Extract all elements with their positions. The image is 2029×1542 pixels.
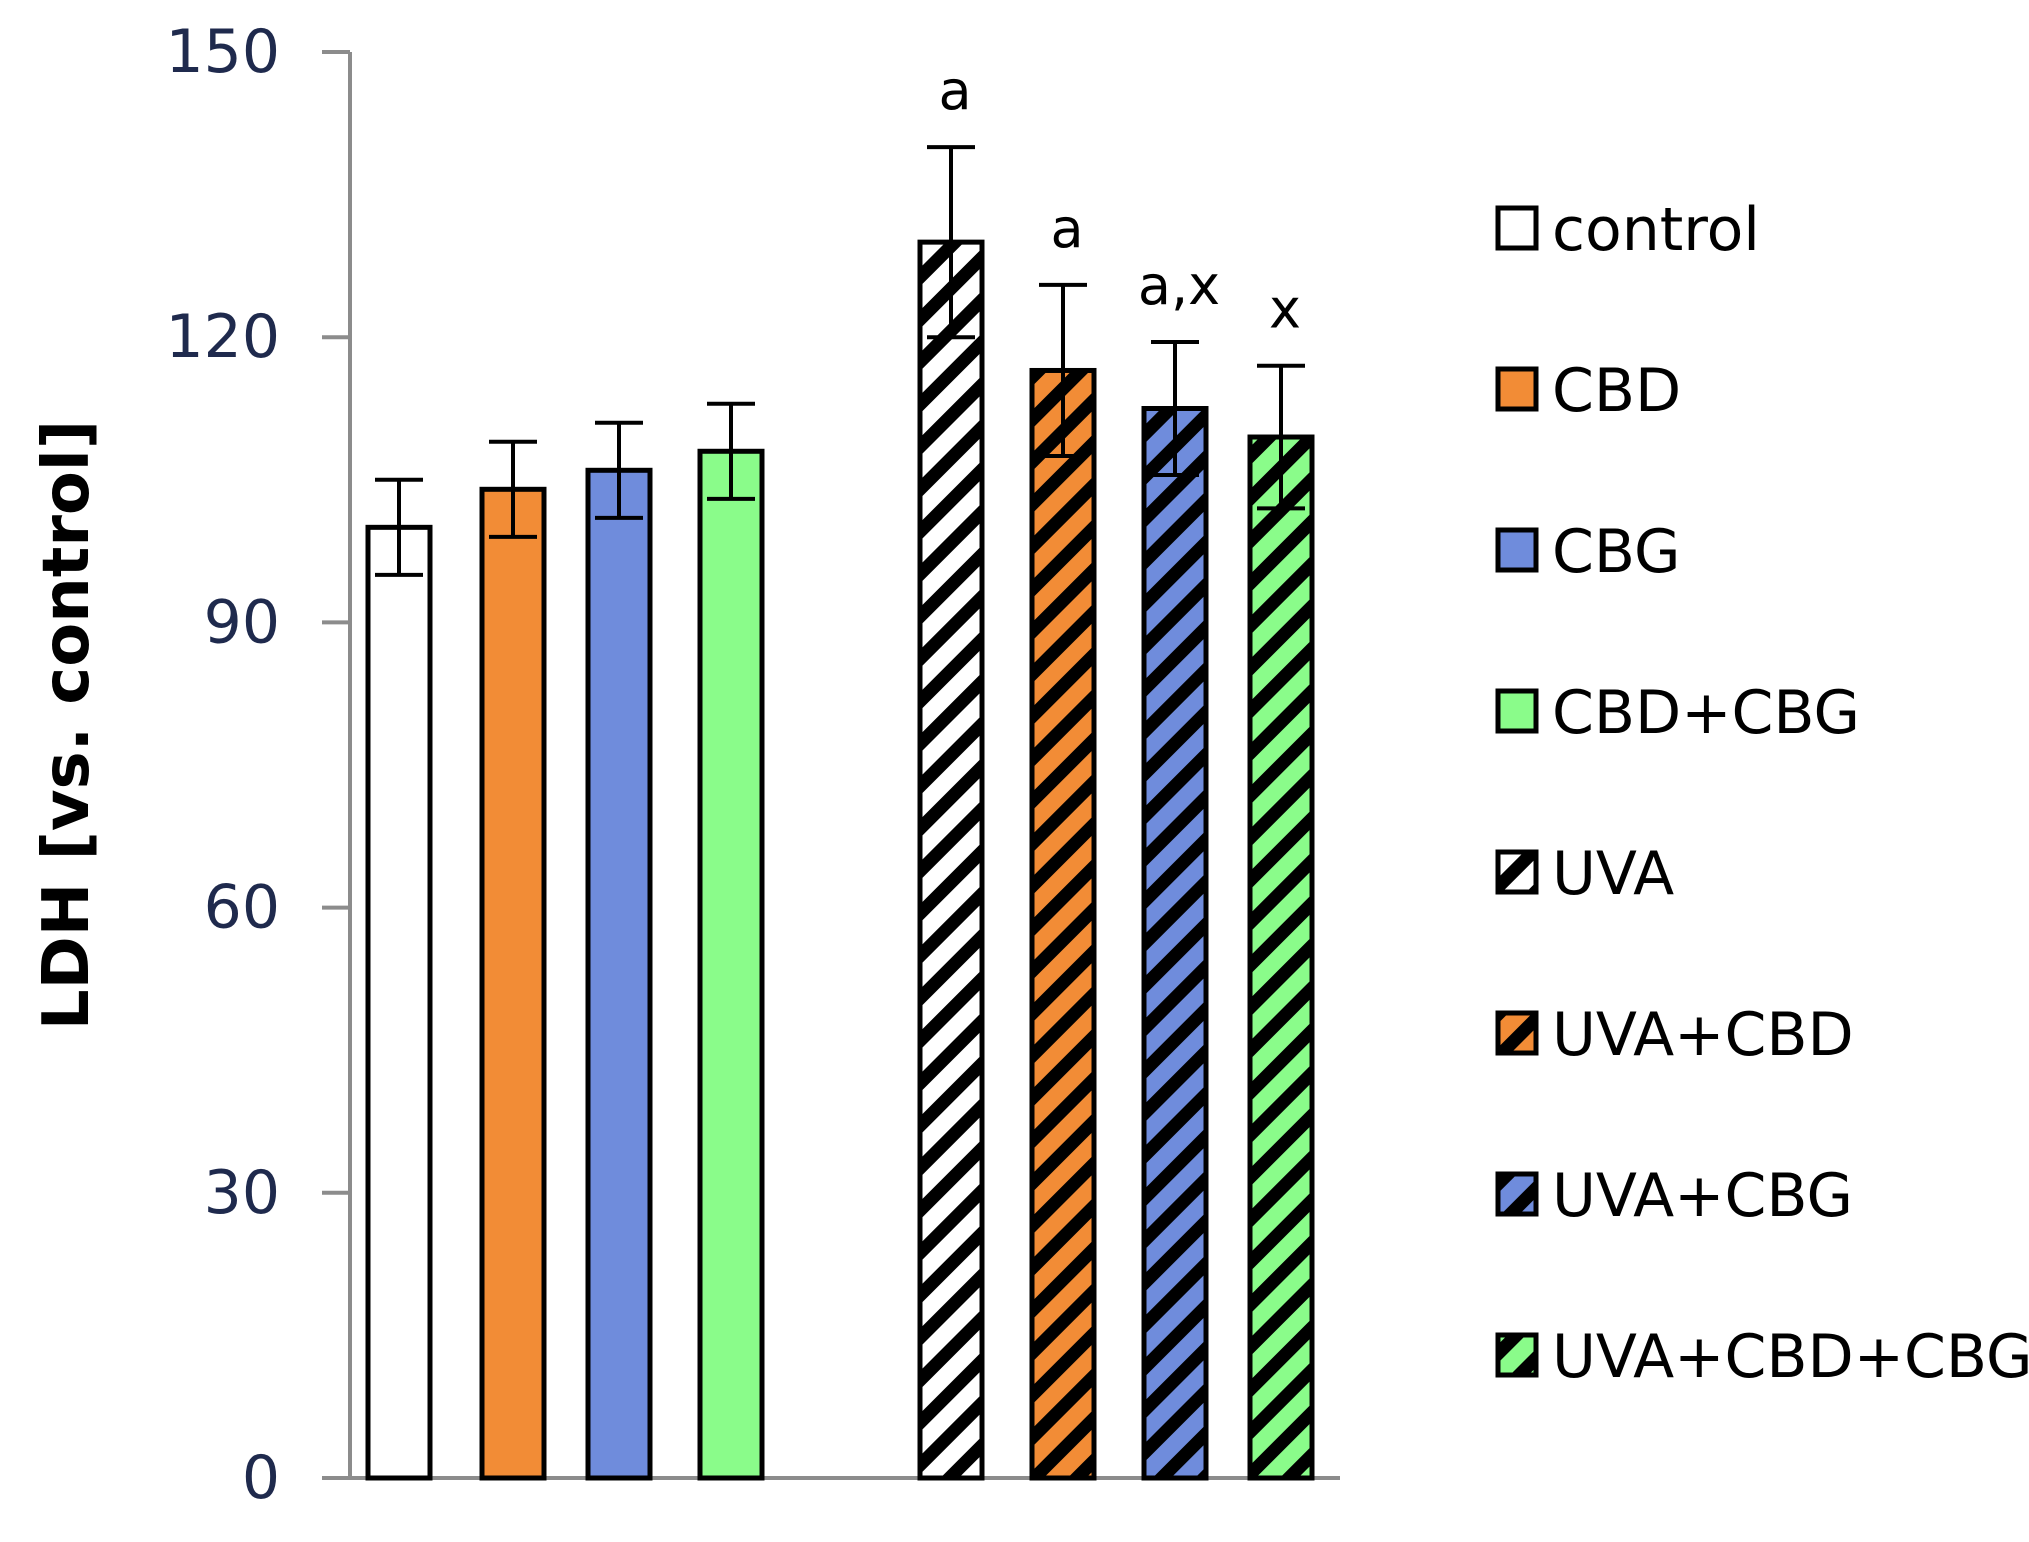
legend-item: CBD xyxy=(1495,356,1681,426)
y-tick-label: 120 xyxy=(165,302,280,372)
legend-swatch xyxy=(1495,1332,1539,1378)
legend-label: control xyxy=(1552,195,1760,265)
legend-label: CBD+CBG xyxy=(1552,678,1860,748)
error-bar xyxy=(375,477,423,577)
bar-cbd-cbg xyxy=(697,448,765,1481)
significance-label: a xyxy=(938,59,971,122)
significance-label: a xyxy=(1050,197,1083,260)
y-axis-label: LDH [vs. control] xyxy=(30,420,104,1030)
bar-control xyxy=(365,524,433,1481)
legend-swatch xyxy=(1495,205,1539,251)
y-tick-label: 30 xyxy=(204,1158,280,1228)
legend-swatch xyxy=(1495,527,1539,573)
axes: 0 30 60 90 120 150 xyxy=(165,17,1340,1513)
legend-swatch xyxy=(1495,366,1539,412)
legend-swatch xyxy=(1495,849,1539,895)
bars xyxy=(365,239,1315,1481)
annotations: a a a,x x xyxy=(938,59,1301,341)
legend-label: CBG xyxy=(1552,517,1681,587)
legend-swatch xyxy=(1495,688,1539,734)
error-bar xyxy=(927,145,975,340)
bar-uva xyxy=(917,239,985,1481)
significance-label: x xyxy=(1269,278,1301,341)
legend-label: UVA xyxy=(1552,839,1674,909)
legend-item: control xyxy=(1495,195,1760,265)
legend-label: UVA+CBD xyxy=(1552,1000,1854,1070)
legend-item: UVA+CBD+CBG xyxy=(1495,1322,2029,1392)
legend-label: UVA+CBD+CBG xyxy=(1552,1322,2029,1392)
significance-label: a,x xyxy=(1138,254,1220,317)
error-bar xyxy=(1151,339,1199,478)
legend-label: UVA+CBG xyxy=(1552,1161,1853,1231)
error-bar xyxy=(1039,282,1087,459)
error-bars xyxy=(375,145,1305,577)
bar-uva-cbd xyxy=(1029,367,1097,1481)
bar-uva-cbd-cbg xyxy=(1247,434,1315,1481)
legend-item: CBG xyxy=(1495,517,1681,587)
legend-item: CBD+CBG xyxy=(1495,678,1860,748)
error-bar xyxy=(489,439,537,539)
y-tick-label: 150 xyxy=(165,17,280,87)
bar-cbg xyxy=(585,467,653,1481)
error-bar xyxy=(595,420,643,520)
y-tick-label: 60 xyxy=(204,873,280,943)
bar-cbd xyxy=(479,486,547,1481)
legend-item: UVA+CBG xyxy=(1495,1161,1853,1231)
bar-uva-cbg xyxy=(1141,406,1209,1481)
y-tick-label: 0 xyxy=(242,1443,280,1513)
legend-swatch xyxy=(1495,1010,1539,1056)
y-tick-label: 90 xyxy=(204,587,280,657)
legend: control CBD CBG CBD+CBG UVA UVA+CBD UVA+CBG UVA… xyxy=(1495,195,2029,1392)
legend-label: CBD xyxy=(1552,356,1681,426)
legend-item: UVA xyxy=(1495,839,1674,909)
legend-swatch xyxy=(1495,1171,1539,1217)
legend-item: UVA+CBD xyxy=(1495,1000,1854,1070)
error-bar xyxy=(1257,363,1305,511)
error-bar xyxy=(707,401,755,501)
